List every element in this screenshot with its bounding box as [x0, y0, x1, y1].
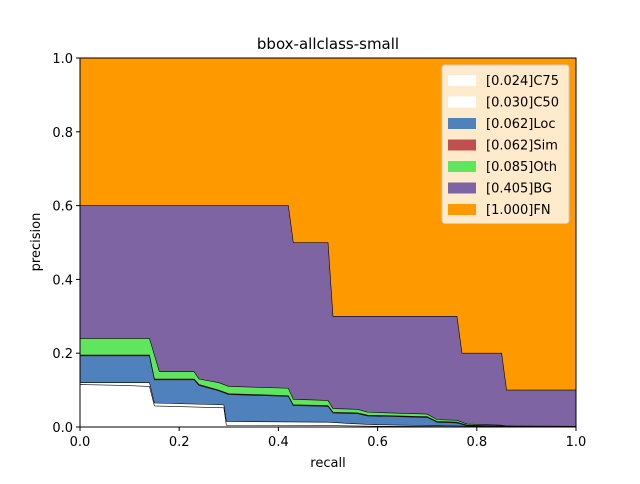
x-tick-label: 1.0 — [566, 435, 587, 450]
legend: [0.024]C75 [0.030]C50 [0.062]Loc [0.062]Sim… — [441, 64, 570, 224]
legend-label-0-062-sim: [0.062]Sim — [486, 139, 558, 154]
x-tick-label: 0.6 — [367, 435, 388, 450]
x-tick-label: 0.4 — [268, 435, 289, 450]
legend-swatch-0-085-oth — [448, 161, 476, 172]
chart-title: bbox-allclass-small — [257, 35, 399, 53]
x-tick-label: 0.8 — [466, 435, 487, 450]
legend-label-1-000-fn: [1.000]FN — [486, 203, 551, 218]
y-tick-label: 1.0 — [52, 52, 73, 67]
y-tick-label: 0.4 — [52, 273, 73, 288]
legend-label-0-062-loc: [0.062]Loc — [486, 117, 555, 132]
x-axis-ticks: 0.0 0.2 0.4 0.6 0.8 1.0 — [70, 427, 587, 450]
y-tick-label: 0.8 — [52, 126, 73, 141]
x-tick-label: 0.0 — [70, 435, 91, 450]
y-tick-label: 0.6 — [52, 200, 73, 215]
legend-swatch-0-062-loc — [448, 118, 476, 129]
x-axis-label: recall — [310, 456, 345, 471]
legend-swatch-1-000-fn — [448, 204, 476, 215]
legend-label-0-024-c75: [0.024]C75 — [486, 74, 559, 89]
y-tick-label: 0.0 — [52, 421, 73, 436]
legend-label-0-085-oth: [0.085]Oth — [486, 160, 557, 175]
y-axis-label: precision — [29, 213, 44, 272]
legend-label-0-030-c50: [0.030]C50 — [486, 96, 559, 111]
x-tick-label: 0.2 — [169, 435, 190, 450]
legend-swatch-0-030-c50 — [448, 96, 476, 108]
legend-swatch-0-062-sim — [448, 139, 476, 151]
legend-label-0-405-bg: [0.405]BG — [486, 182, 552, 197]
y-tick-label: 0.2 — [52, 347, 73, 362]
legend-swatch-0-024-c75 — [448, 75, 476, 86]
y-axis-ticks: 0.0 0.2 0.4 0.6 0.8 1.0 — [52, 52, 80, 436]
plot-frame — [79, 57, 577, 428]
legend-swatch-0-405-bg — [448, 182, 476, 194]
